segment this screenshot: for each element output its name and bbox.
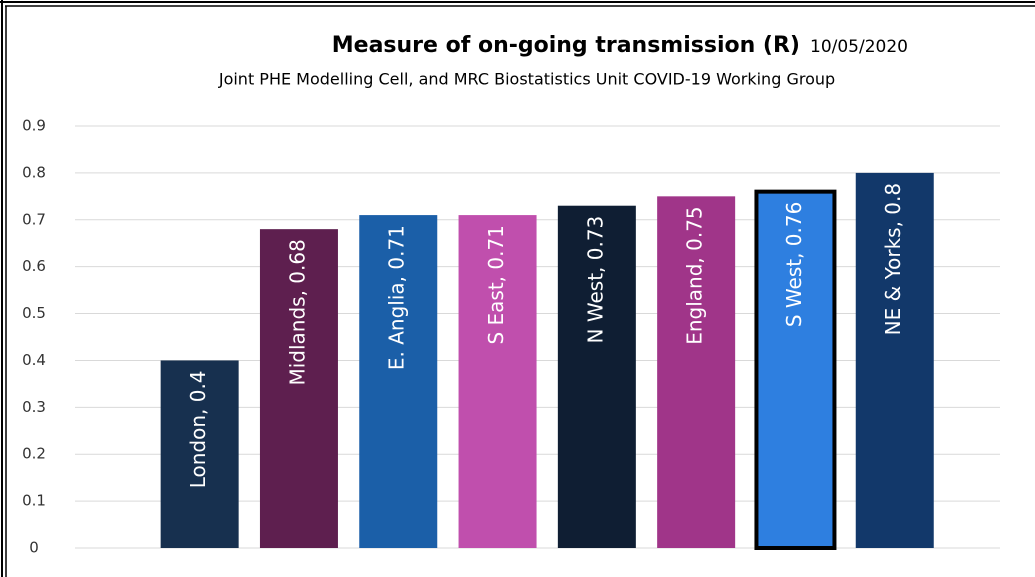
- bar: [458, 215, 537, 549]
- bar: [657, 196, 736, 549]
- y-tick-label: 0.6: [22, 257, 46, 275]
- data-label: S West, 0.76: [782, 202, 806, 327]
- bar: [359, 215, 438, 549]
- chart-title: Measure of on-going transmission (R): [332, 33, 800, 58]
- y-tick-label: 0.7: [22, 210, 46, 228]
- y-tick-label: 0.1: [22, 492, 46, 510]
- y-tick-label: 0.8: [22, 163, 46, 181]
- bar: [855, 172, 934, 548]
- y-tick-label: 0.2: [22, 445, 46, 463]
- bar: [557, 205, 636, 548]
- bar: [160, 360, 239, 548]
- y-tick-label: 0.9: [22, 117, 46, 135]
- chart-date: 10/05/2020: [810, 37, 908, 57]
- data-label: London, 0.4: [186, 370, 210, 488]
- bar: [754, 189, 837, 550]
- bar: [259, 229, 338, 548]
- data-label: N West, 0.73: [583, 216, 607, 344]
- chart-subtitle: Joint PHE Modelling Cell, and MRC Biosta…: [218, 70, 835, 89]
- data-label: S East, 0.71: [484, 225, 508, 344]
- y-tick-label: 0.5: [22, 304, 46, 322]
- y-tick-label: 0.3: [22, 398, 46, 416]
- y-tick-label: 0: [29, 539, 39, 557]
- data-label: Midlands, 0.68: [285, 239, 309, 385]
- y-tick-label: 0.4: [22, 351, 46, 369]
- data-label: E. Anglia, 0.71: [385, 225, 409, 370]
- data-label: NE & Yorks, 0.8: [881, 183, 905, 335]
- data-label: England, 0.75: [683, 206, 707, 344]
